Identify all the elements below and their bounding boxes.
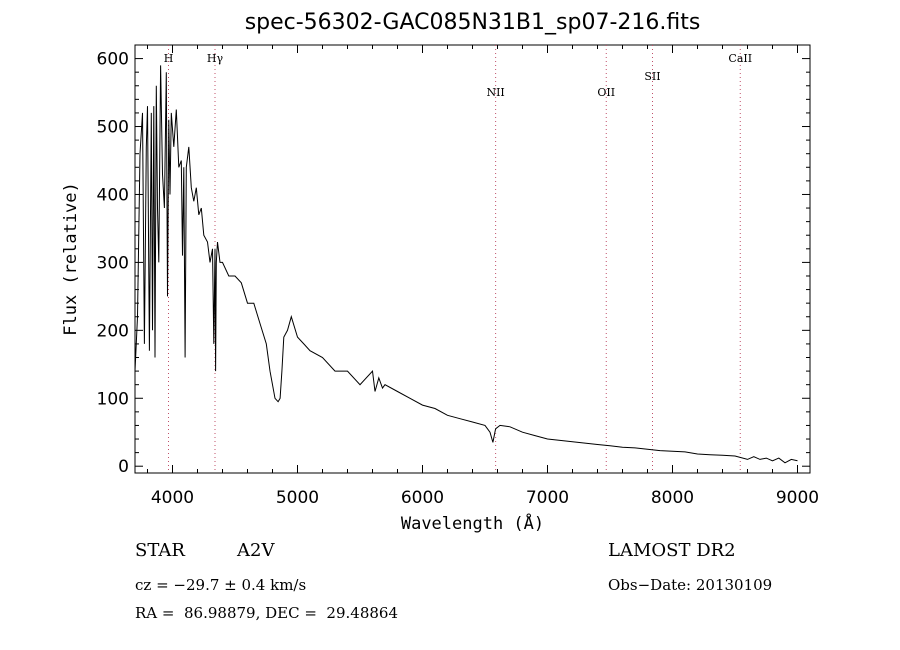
y-axis-label: Flux (relative) bbox=[61, 182, 81, 336]
y-tick-label: 0 bbox=[118, 457, 129, 477]
line-label: Hγ bbox=[207, 52, 224, 65]
survey-label: LAMOST DR2 bbox=[608, 540, 736, 561]
x-tick-label: 6000 bbox=[401, 488, 444, 508]
chart-title: spec-56302-GAC085N31B1_sp07-216.fits bbox=[244, 10, 701, 35]
object-class: STAR bbox=[135, 540, 185, 561]
line-label: H bbox=[164, 52, 174, 65]
coordinates-text: RA = 86.98879, DEC = 29.48864 bbox=[135, 604, 399, 622]
y-tick-label: 200 bbox=[97, 321, 129, 341]
y-tick-label: 500 bbox=[97, 118, 129, 138]
spectrum-line bbox=[134, 65, 798, 464]
x-tick-label: 8000 bbox=[651, 488, 694, 508]
redshift-text: cz = −29.7 ± 0.4 km/s bbox=[135, 576, 307, 594]
x-tick-label: 4000 bbox=[151, 488, 194, 508]
line-label: SII bbox=[644, 70, 660, 83]
obs-date: Obs−Date: 20130109 bbox=[608, 576, 773, 594]
line-label: OII bbox=[597, 86, 615, 99]
x-tick-label: 9000 bbox=[776, 488, 819, 508]
y-tick-label: 300 bbox=[97, 253, 129, 273]
x-axis-label: Wavelength (Å) bbox=[401, 512, 544, 534]
line-label: NII bbox=[486, 86, 504, 99]
x-tick-label: 5000 bbox=[276, 488, 319, 508]
y-tick-label: 100 bbox=[97, 389, 129, 409]
x-tick-label: 7000 bbox=[526, 488, 569, 508]
y-tick-label: 600 bbox=[97, 50, 129, 70]
line-label: CaII bbox=[728, 52, 752, 65]
plot-frame bbox=[134, 44, 811, 474]
subclass: A2V bbox=[237, 540, 275, 561]
y-tick-label: 400 bbox=[97, 185, 129, 205]
